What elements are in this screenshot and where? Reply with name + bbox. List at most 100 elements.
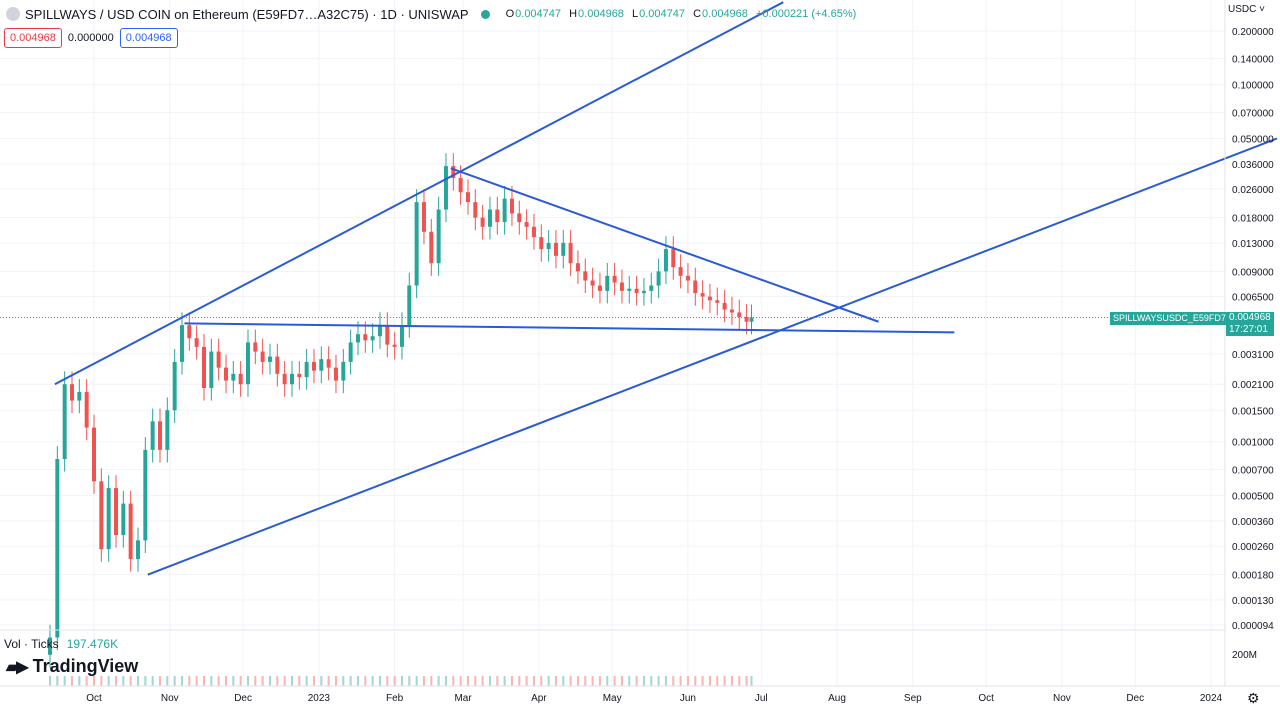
candle-body: [451, 166, 456, 179]
volume-bar: [334, 676, 337, 686]
high-value: 0.004968: [578, 8, 624, 20]
volume-bar: [129, 676, 132, 686]
volume-bar: [576, 676, 579, 686]
candle-body: [326, 359, 331, 368]
candle-body: [253, 342, 258, 352]
sell-price-button[interactable]: 0.004968: [4, 28, 62, 48]
y-tick-label: 0.000700: [1232, 465, 1274, 476]
volume-label: Vol · Ticks: [4, 637, 59, 651]
candle-body: [495, 209, 500, 223]
trendlines: [54, 1, 1278, 576]
candle-body: [575, 263, 580, 272]
volume-bar: [481, 676, 484, 686]
candle-body: [443, 166, 448, 210]
volume-bar: [283, 676, 286, 686]
candle-body: [421, 202, 426, 232]
buy-price-button[interactable]: 0.004968: [119, 28, 178, 48]
candle-body: [231, 373, 236, 381]
candle-body: [77, 391, 82, 401]
candle-body: [722, 302, 727, 310]
volume-bar: [342, 676, 345, 686]
time-axis: Oct Nov Dec 2023 Feb Mar Apr May Jun Jul Aug Sep Oct…: [86, 693, 1222, 704]
volume-bar: [151, 676, 154, 686]
candle-body: [663, 249, 668, 272]
symbol-title[interactable]: SPILLWAYS / USD COIN on Ethereum (E59FD7…: [25, 6, 469, 22]
volume-bar: [371, 676, 374, 686]
last-price-label: 0.004968 17:27:01: [1226, 312, 1274, 336]
x-tick-label: Feb: [386, 693, 404, 704]
y-tick-label: 0.006500: [1232, 293, 1274, 304]
high-label: H: [569, 8, 578, 20]
volume-bar: [496, 676, 499, 686]
volume-bar: [327, 676, 330, 686]
x-tick-label: 2023: [308, 693, 331, 704]
volume-bar: [708, 676, 711, 686]
y-tick-label: 0.000500: [1232, 491, 1274, 502]
y-tick-label: 0.000180: [1232, 571, 1274, 582]
y-tick-label: 0.000094: [1232, 621, 1274, 632]
x-tick-label: 2024: [1200, 693, 1223, 704]
candle-body: [641, 290, 646, 294]
volume-bar: [562, 676, 565, 686]
low-label: L: [632, 8, 639, 20]
candle-body: [392, 344, 397, 347]
symbol-header[interactable]: SPILLWAYS / USD COIN on Ethereum (E59FD7…: [0, 0, 861, 28]
x-tick-label: Nov: [161, 693, 179, 704]
volume-bar: [305, 676, 308, 686]
volume-bar: [136, 676, 139, 686]
x-tick-label: Nov: [1053, 693, 1071, 704]
y-tick-label: 0.001000: [1232, 438, 1274, 449]
volume-bar: [217, 676, 220, 686]
candle-body: [473, 202, 478, 218]
x-tick-label: Oct: [86, 693, 102, 704]
tradingview-logo[interactable]: ▰▶ TradingView: [6, 656, 138, 677]
currency-selector[interactable]: USDC ˅: [1228, 4, 1265, 15]
volume-bar: [114, 676, 117, 686]
volume-bar: [452, 676, 455, 686]
candle-body: [561, 242, 566, 256]
candle-body: [693, 280, 698, 294]
candle-body: [436, 209, 441, 264]
y-tick-label: 0.036000: [1232, 160, 1274, 171]
volume-bar: [650, 676, 653, 686]
volume-bar: [459, 676, 462, 686]
candle-body: [282, 373, 287, 385]
candle-body: [700, 293, 705, 297]
volume-bar: [246, 676, 249, 686]
volume-bar: [694, 676, 697, 686]
volume-bar: [635, 676, 638, 686]
volume-bar: [276, 676, 279, 686]
trade-pills: 0.004968 0.000000 0.004968: [4, 28, 178, 48]
candle-body: [355, 334, 360, 343]
volume-bar: [716, 676, 719, 686]
candle-body: [385, 325, 390, 345]
candle-body: [201, 346, 206, 388]
volume-legend[interactable]: Vol · Ticks 197.476K: [4, 637, 118, 651]
candle-body: [245, 342, 250, 385]
candle-body: [194, 338, 199, 347]
volume-bar: [56, 676, 59, 686]
volume-bar: [364, 676, 367, 686]
volume-bar: [180, 676, 183, 686]
volume-bar: [620, 676, 623, 686]
volume-bar: [547, 676, 550, 686]
x-tick-label: May: [603, 693, 622, 704]
candle-body: [414, 202, 419, 286]
x-tick-label: Aug: [828, 693, 846, 704]
volume-bar: [93, 676, 95, 686]
candle-body: [678, 267, 683, 276]
volume-bar: [195, 676, 198, 686]
candle-body: [744, 316, 749, 322]
candle-body: [348, 342, 353, 362]
volume-bar: [598, 676, 601, 686]
candle-body: [634, 288, 639, 294]
volume-bar: [444, 676, 447, 686]
price-axis: 0.200000 0.140000 0.100000 0.070000 0.050000…: [1232, 27, 1274, 632]
candle-body: [209, 351, 214, 388]
y-tick-label: 0.070000: [1232, 108, 1274, 119]
settings-gear-icon[interactable]: ⚙: [1247, 690, 1260, 706]
volume-bar: [569, 676, 572, 686]
y-tick-label: 0.050000: [1232, 134, 1274, 145]
change-value: +0.000221 (+4.65%): [755, 8, 857, 20]
